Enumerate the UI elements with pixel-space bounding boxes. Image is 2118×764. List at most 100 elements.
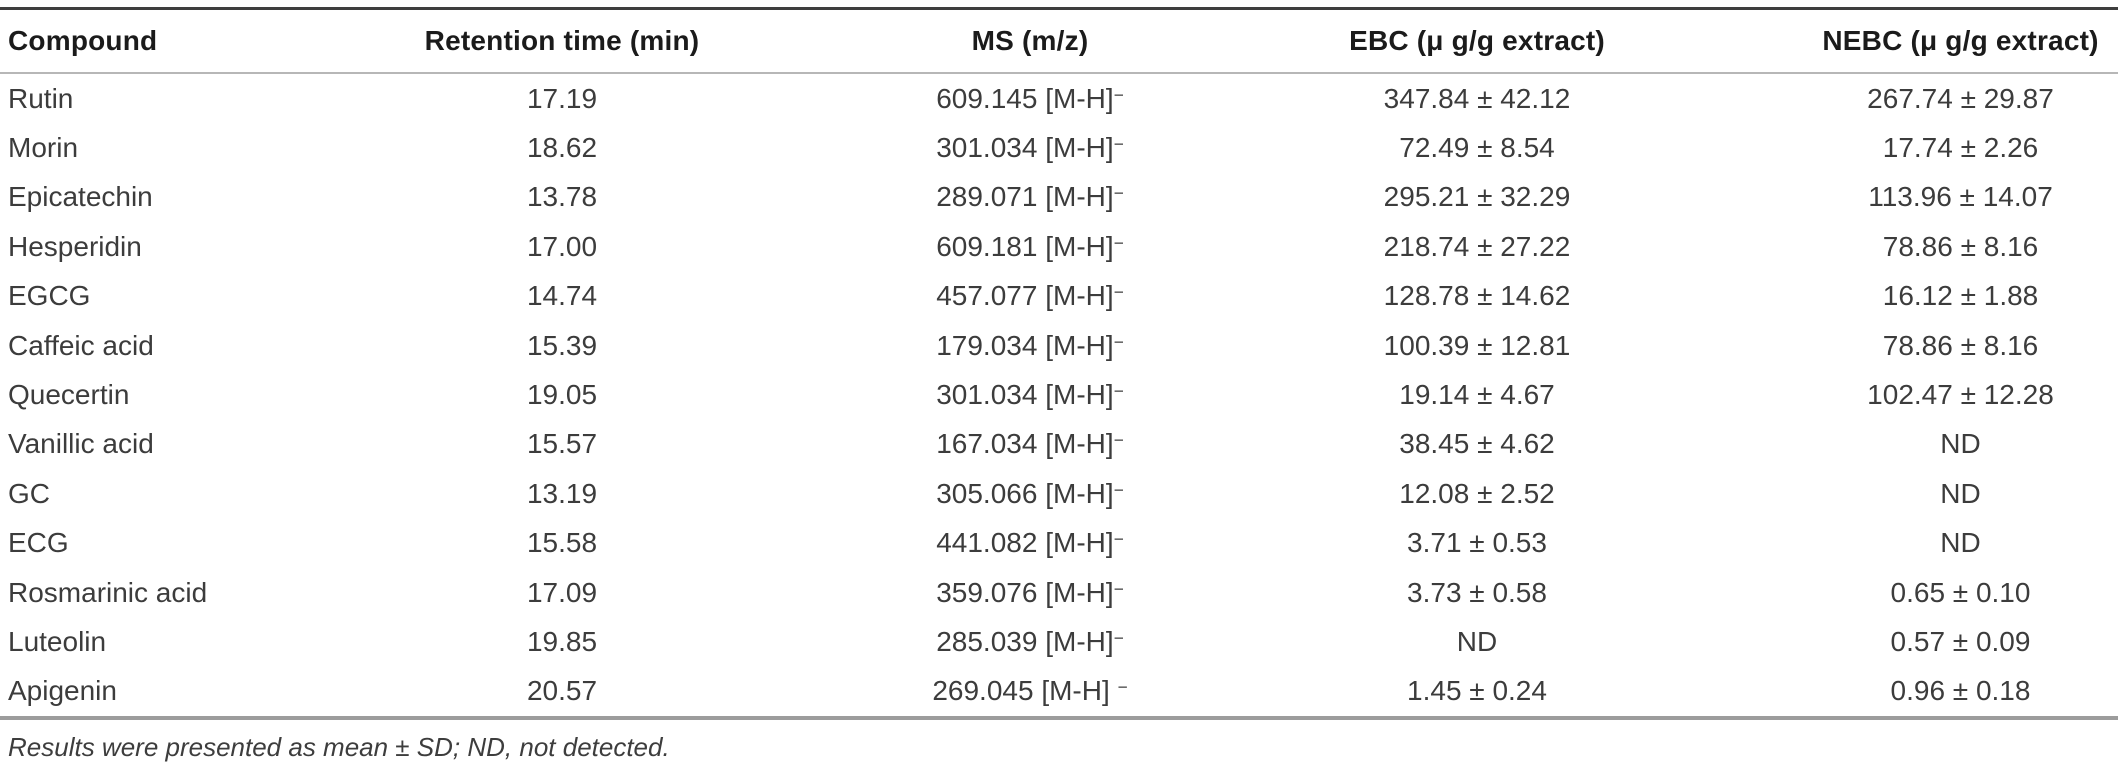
cell-retention-time: 17.00: [526, 230, 598, 262]
table-row: Hesperidin 17.00 609.181 [M-H]− 218.74 ±…: [0, 222, 2118, 271]
ms-value: 301.034 [M-H]: [936, 379, 1114, 411]
cell-ebc: 72.49 ± 8.54: [1399, 132, 1555, 164]
ms-charge-superscript: −: [1113, 627, 1124, 648]
ms-charge-superscript: −: [1113, 578, 1124, 599]
ms-value: 609.181 [M-H]: [936, 230, 1114, 262]
cell-nebc: 102.47 ± 12.28: [1867, 379, 2054, 411]
cell-compound: Hesperidin: [8, 230, 142, 262]
cell-ebc: 38.45 ± 4.62: [1399, 428, 1555, 460]
cell-ms: 285.039 [M-H]−: [814, 626, 1246, 658]
cell-ms: 269.045 [M-H] −: [814, 675, 1246, 707]
cell-retention-time: 13.78: [526, 181, 598, 213]
cell-nebc: ND: [1940, 527, 1981, 559]
cell-ebc: 3.71 ± 0.53: [1407, 527, 1547, 559]
cell-ms: 167.034 [M-H]−: [814, 428, 1246, 460]
ms-charge-superscript: −: [1113, 430, 1124, 451]
table-row: Vanillic acid 15.57 167.034 [M-H]− 38.45…: [0, 420, 2118, 469]
ms-charge-superscript: −: [1113, 232, 1124, 253]
cell-ms: 301.034 [M-H]−: [814, 379, 1246, 411]
ms-charge-superscript: −: [1113, 381, 1124, 402]
cell-nebc: 0.57 ± 0.09: [1890, 625, 2031, 657]
cell-ms: 441.082 [M-H]−: [814, 527, 1246, 559]
cell-compound: Luteolin: [8, 625, 107, 657]
cell-retention-time: 20.57: [526, 675, 598, 707]
cell-nebc: 17.74 ± 2.26: [1882, 132, 2039, 164]
cell-nebc: 267.74 ± 29.87: [1867, 82, 2054, 114]
ms-charge-superscript: −: [1113, 479, 1124, 500]
cell-ms: 179.034 [M-H]−: [814, 330, 1246, 362]
ms-charge-superscript: −: [1113, 529, 1124, 550]
cell-ebc: 3.73 ± 0.58: [1407, 576, 1547, 608]
ms-value: 301.034 [M-H]: [936, 132, 1114, 164]
cell-compound: Apigenin: [8, 675, 117, 707]
cell-ms: 301.034 [M-H]−: [814, 132, 1246, 164]
cell-retention-time: 15.57: [526, 428, 598, 460]
table-row: Epicatechin 13.78 289.071 [M-H]− 295.21 …: [0, 173, 2118, 222]
table-bottom-rule: [0, 716, 2118, 721]
table-row: Luteolin 19.85 285.039 [M-H]− ND 0.57 ± …: [0, 617, 2118, 666]
cell-retention-time: 18.62: [526, 132, 598, 164]
cell-ebc: 19.14 ± 4.67: [1399, 379, 1555, 411]
table-row: EGCG 14.74 457.077 [M-H]− 128.78 ± 14.62…: [0, 272, 2118, 321]
cell-nebc: 0.65 ± 0.10: [1890, 576, 2031, 608]
cell-compound: Quecertin: [8, 379, 130, 411]
cell-nebc: ND: [1940, 477, 1981, 509]
table-row: GC 13.19 305.066 [M-H]− 12.08 ± 2.52 ND: [0, 469, 2118, 518]
table-row: ECG 15.58 441.082 [M-H]− 3.71 ± 0.53 ND: [0, 519, 2118, 568]
cell-ms: 289.071 [M-H]−: [814, 181, 1246, 213]
column-header-compound: Compound: [8, 25, 158, 56]
column-header-retention-time: Retention time (min): [424, 25, 700, 56]
cell-compound: GC: [8, 477, 50, 509]
cell-retention-time: 15.58: [526, 527, 598, 559]
ms-value: 359.076 [M-H]: [936, 576, 1114, 608]
ms-charge-superscript: −: [1117, 677, 1128, 698]
cell-ms: 305.066 [M-H]−: [814, 478, 1246, 510]
cell-ebc: 12.08 ± 2.52: [1399, 477, 1555, 509]
table-row: Morin 18.62 301.034 [M-H]− 72.49 ± 8.54 …: [0, 123, 2118, 172]
cell-retention-time: 17.09: [526, 576, 598, 608]
table-footnote: Results were presented as mean ± SD; ND,…: [8, 732, 670, 763]
cell-retention-time: 13.19: [526, 477, 598, 509]
cell-nebc: 113.96 ± 14.07: [1868, 181, 2053, 213]
ms-value: 305.066 [M-H]: [936, 477, 1114, 509]
table-row: Apigenin 20.57 269.045 [M-H] − 1.45 ± 0.…: [0, 667, 2118, 716]
cell-compound: ECG: [8, 527, 69, 559]
table-header-row: Compound Retention time (min) MS (m/z) E…: [0, 10, 2118, 72]
table-body: Rutin 17.19 609.145 [M-H]− 347.84 ± 42.1…: [0, 74, 2118, 716]
cell-compound: Morin: [8, 132, 79, 164]
cell-nebc: 78.86 ± 8.16: [1882, 329, 2039, 361]
cell-retention-time: 19.05: [526, 379, 598, 411]
cell-ebc: 1.45 ± 0.24: [1407, 675, 1547, 707]
ms-value: 609.145 [M-H]: [936, 82, 1114, 114]
cell-ebc: ND: [1456, 625, 1498, 657]
table-top-rule: [0, 7, 2118, 10]
cell-nebc: 0.96 ± 0.18: [1890, 675, 2031, 707]
cell-retention-time: 15.39: [526, 329, 598, 361]
cell-ebc: 218.74 ± 27.22: [1383, 230, 1571, 262]
ms-value: 457.077 [M-H]: [936, 280, 1114, 312]
cell-ebc: 128.78 ± 14.62: [1383, 280, 1571, 312]
cell-compound: EGCG: [8, 280, 91, 312]
cell-ebc: 295.21 ± 32.29: [1383, 181, 1571, 213]
ms-value: 167.034 [M-H]: [936, 428, 1114, 460]
cell-nebc: 16.12 ± 1.88: [1882, 280, 2039, 312]
table-header-rule: [0, 72, 2118, 74]
cell-compound: Epicatechin: [8, 181, 153, 213]
table-row: Rutin 17.19 609.145 [M-H]− 347.84 ± 42.1…: [0, 74, 2118, 123]
cell-retention-time: 17.19: [526, 82, 598, 114]
cell-compound: Caffeic acid: [8, 329, 154, 361]
cell-nebc: ND: [1940, 428, 1981, 460]
table-row: Caffeic acid 15.39 179.034 [M-H]− 100.39…: [0, 321, 2118, 370]
table-row: Quecertin 19.05 301.034 [M-H]− 19.14 ± 4…: [0, 370, 2118, 419]
cell-ebc: 347.84 ± 42.12: [1383, 82, 1571, 114]
cell-ms: 609.181 [M-H]−: [814, 231, 1246, 263]
ms-value: 289.071 [M-H]: [936, 181, 1114, 213]
ms-charge-superscript: −: [1113, 282, 1124, 303]
cell-compound: Rosmarinic acid: [8, 576, 208, 608]
table-row: Rosmarinic acid 17.09 359.076 [M-H]− 3.7…: [0, 568, 2118, 617]
cell-ms: 359.076 [M-H]−: [814, 577, 1246, 609]
ms-value: 179.034 [M-H]: [936, 329, 1114, 361]
cell-compound: Vanillic acid: [8, 428, 154, 460]
ms-charge-superscript: −: [1113, 84, 1124, 105]
ms-charge-superscript: −: [1113, 183, 1124, 204]
